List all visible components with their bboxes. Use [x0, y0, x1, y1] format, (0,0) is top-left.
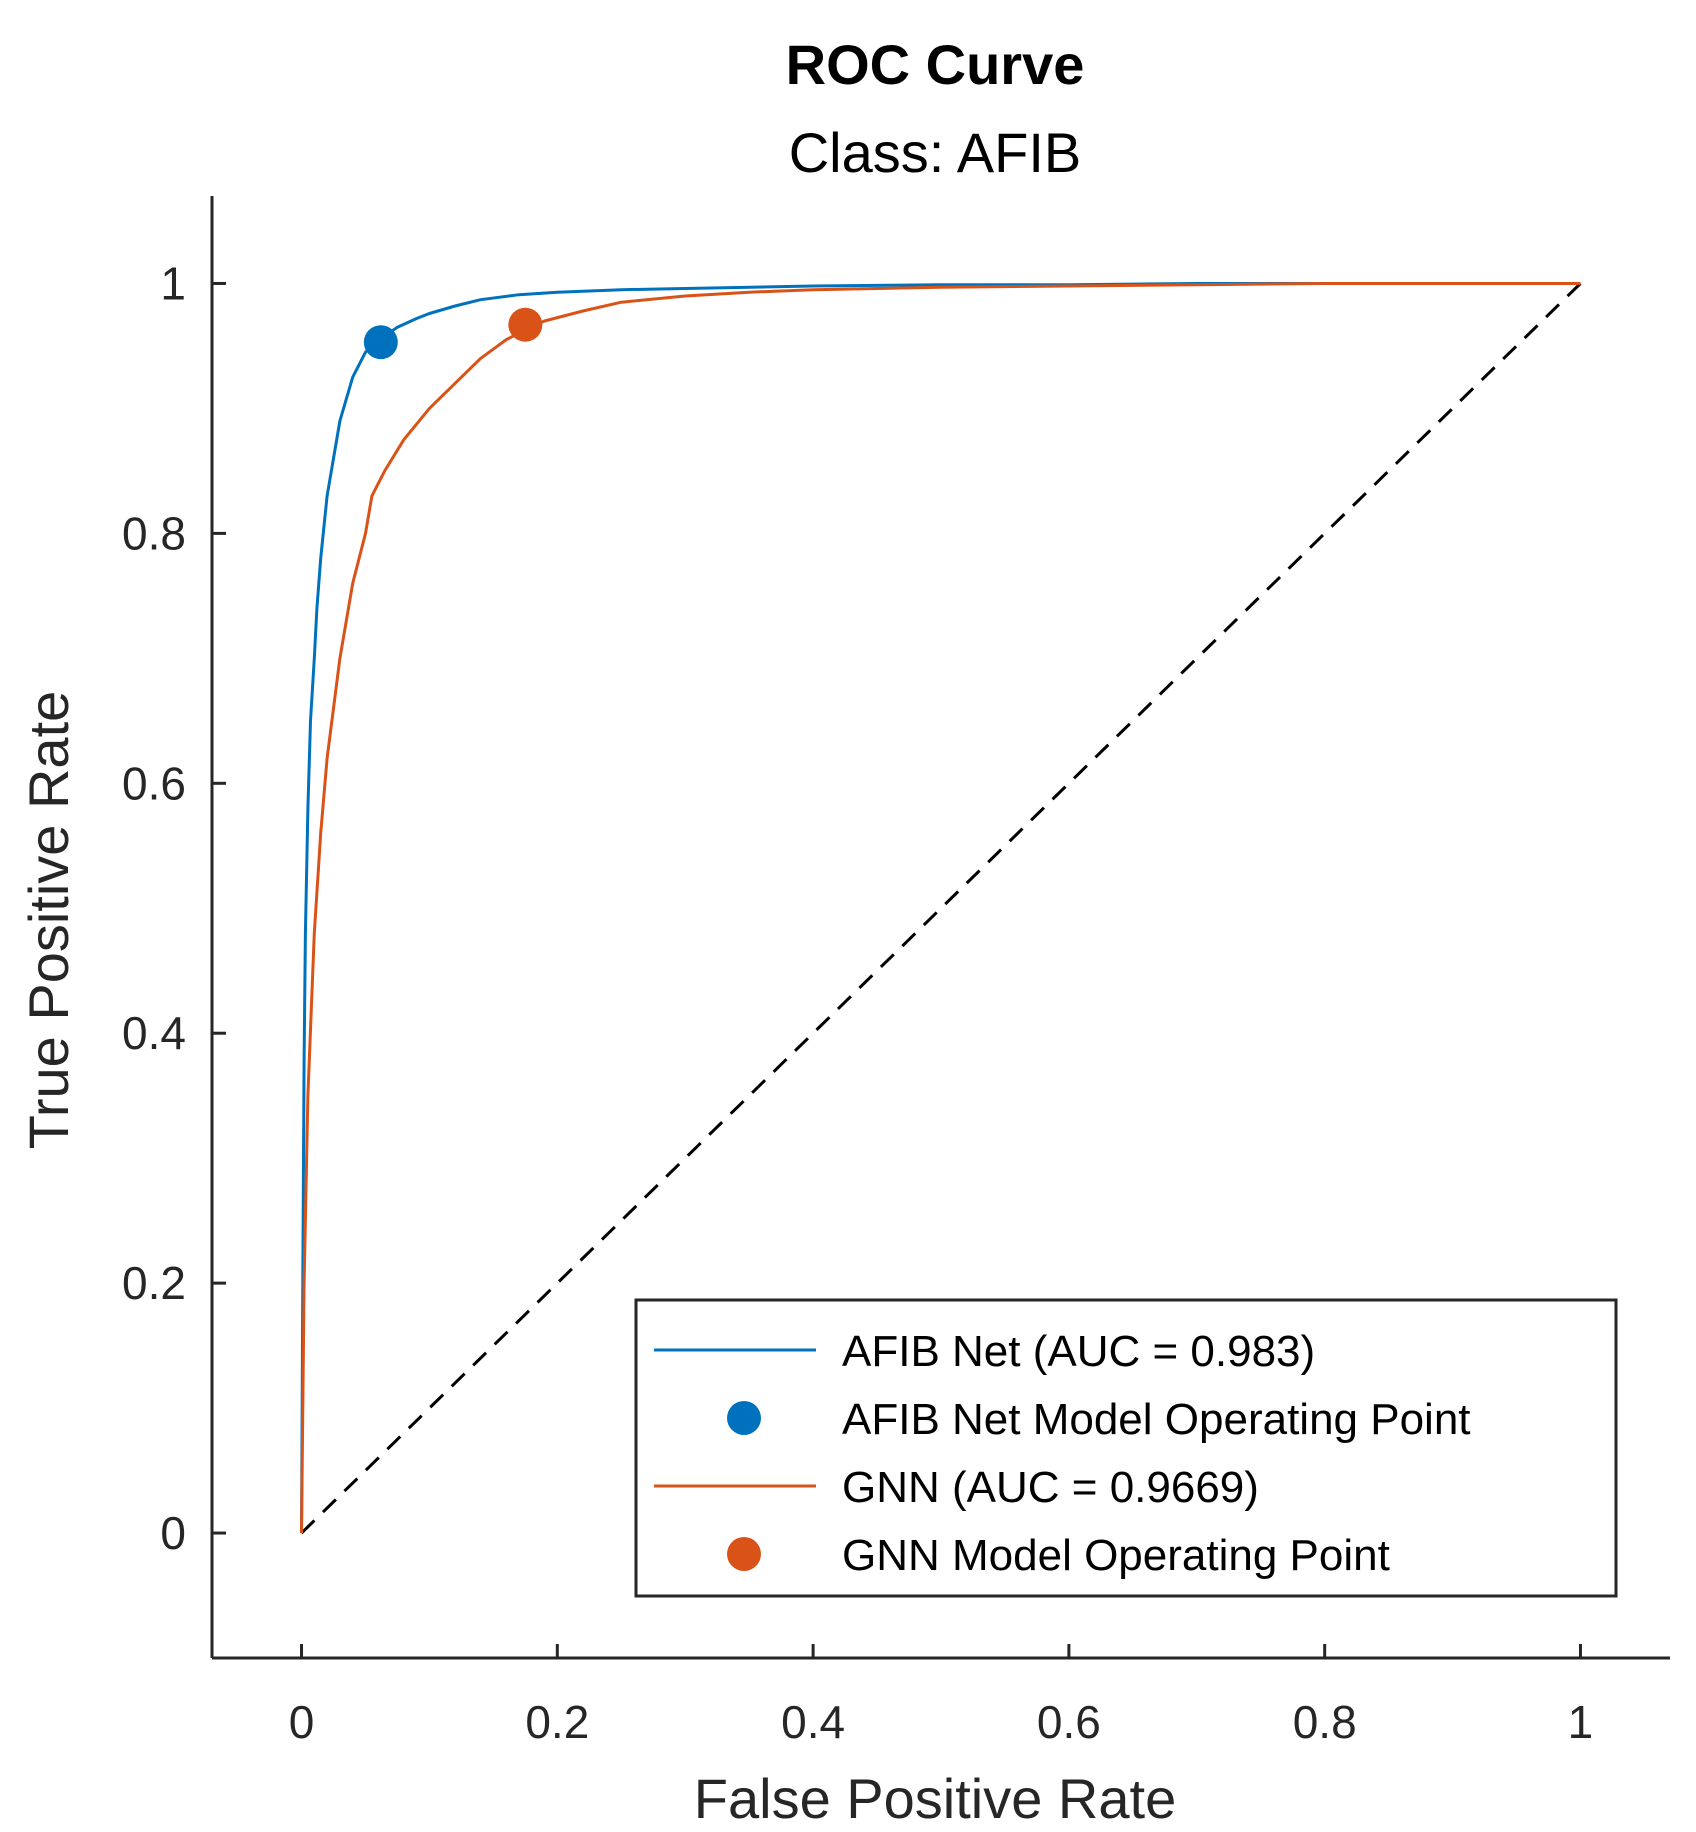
x-tick-label: 0 [289, 1696, 315, 1748]
plot-area [300, 282, 1582, 1535]
x-axis-label: False Positive Rate [694, 1767, 1176, 1830]
legend-label: AFIB Net Model Operating Point [842, 1395, 1471, 1444]
gnn-roc-line [300, 282, 1581, 1534]
chart-title: ROC Curve [786, 33, 1085, 96]
y-tick-label: 0.6 [122, 757, 186, 809]
x-tick-label: 0.8 [1293, 1696, 1357, 1748]
legend-label: AFIB Net (AUC = 0.983) [842, 1327, 1315, 1376]
legend: AFIB Net (AUC = 0.983) AFIB Net Model Ope… [634, 1298, 1618, 1598]
y-tick-label: 0.8 [122, 507, 186, 559]
legend-label: GNN Model Operating Point [842, 1531, 1390, 1580]
x-axis-ticks: 0 0.2 0.4 0.6 0.8 1 [289, 1644, 1594, 1748]
chart-subtitle: Class: AFIB [789, 121, 1082, 184]
afib-net-operating-point [363, 325, 398, 360]
y-axis-label: True Positive Rate [17, 691, 80, 1150]
axes [210, 196, 1670, 1660]
y-tick-label: 1 [160, 257, 186, 309]
legend-marker-swatch [727, 1537, 761, 1571]
x-tick-label: 0.2 [525, 1696, 589, 1748]
y-axis-ticks: 0 0.2 0.4 0.6 0.8 1 [122, 257, 226, 1559]
legend-label: GNN (AUC = 0.9669) [842, 1463, 1259, 1512]
y-tick-label: 0.2 [122, 1257, 186, 1309]
x-tick-label: 0.4 [781, 1696, 845, 1748]
legend-marker-swatch [727, 1401, 761, 1435]
gnn-operating-point [508, 307, 543, 342]
x-tick-label: 0.6 [1037, 1696, 1101, 1748]
x-tick-label: 1 [1568, 1696, 1594, 1748]
y-tick-label: 0 [160, 1507, 186, 1559]
y-tick-label: 0.4 [122, 1007, 186, 1059]
